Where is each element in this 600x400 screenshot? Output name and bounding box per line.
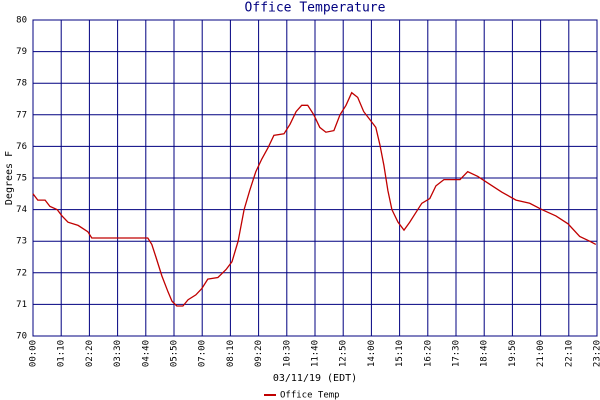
x-tick-label: 16:20 [423,340,433,367]
x-tick-label: 17:30 [452,340,462,367]
x-tick-label: 22:10 [564,340,574,367]
x-tick-label: 21:00 [536,340,546,367]
y-tick-label: 78 [16,79,27,89]
legend-label: Office Temp [280,391,340,400]
x-tick-label: 23:20 [593,340,600,367]
x-tick-label: 14:00 [367,340,377,367]
x-tick-label: 10:30 [282,340,292,367]
y-tick-label: 71 [16,300,27,310]
x-tick-label: 01:10 [57,340,67,367]
x-tick-label: 00:00 [29,340,39,367]
y-axis-label: Degrees F [4,151,15,205]
y-tick-label: 73 [16,237,27,247]
y-tick-label: 77 [16,110,27,120]
y-tick-label: 79 [16,47,27,57]
x-tick-label: 15:10 [395,340,405,367]
y-tick-label: 72 [16,268,27,278]
x-axis-label: 03/11/19 (EDT) [273,373,357,384]
y-tick-label: 76 [16,142,27,152]
y-tick-label: 70 [16,332,27,342]
data-line [32,91,597,307]
chart-title: Office Temperature [245,1,386,16]
x-tick-label: 12:50 [339,340,349,367]
x-tick-label: 04:40 [141,340,151,367]
x-tick-label: 11:40 [311,340,321,367]
x-tick-label: 08:10 [226,340,236,367]
x-tick-label: 19:50 [508,340,518,367]
x-tick-label: 09:20 [254,340,264,367]
y-tick-label: 74 [16,205,27,215]
y-tick-label: 80 [16,16,27,26]
y-tick-label: 75 [16,174,27,184]
x-tick-label: 07:00 [198,340,208,367]
x-tick-label: 18:40 [480,340,490,367]
x-tick-label: 03:30 [113,340,123,367]
x-tick-label: 02:20 [85,340,95,367]
x-tick-label: 05:50 [170,340,180,367]
